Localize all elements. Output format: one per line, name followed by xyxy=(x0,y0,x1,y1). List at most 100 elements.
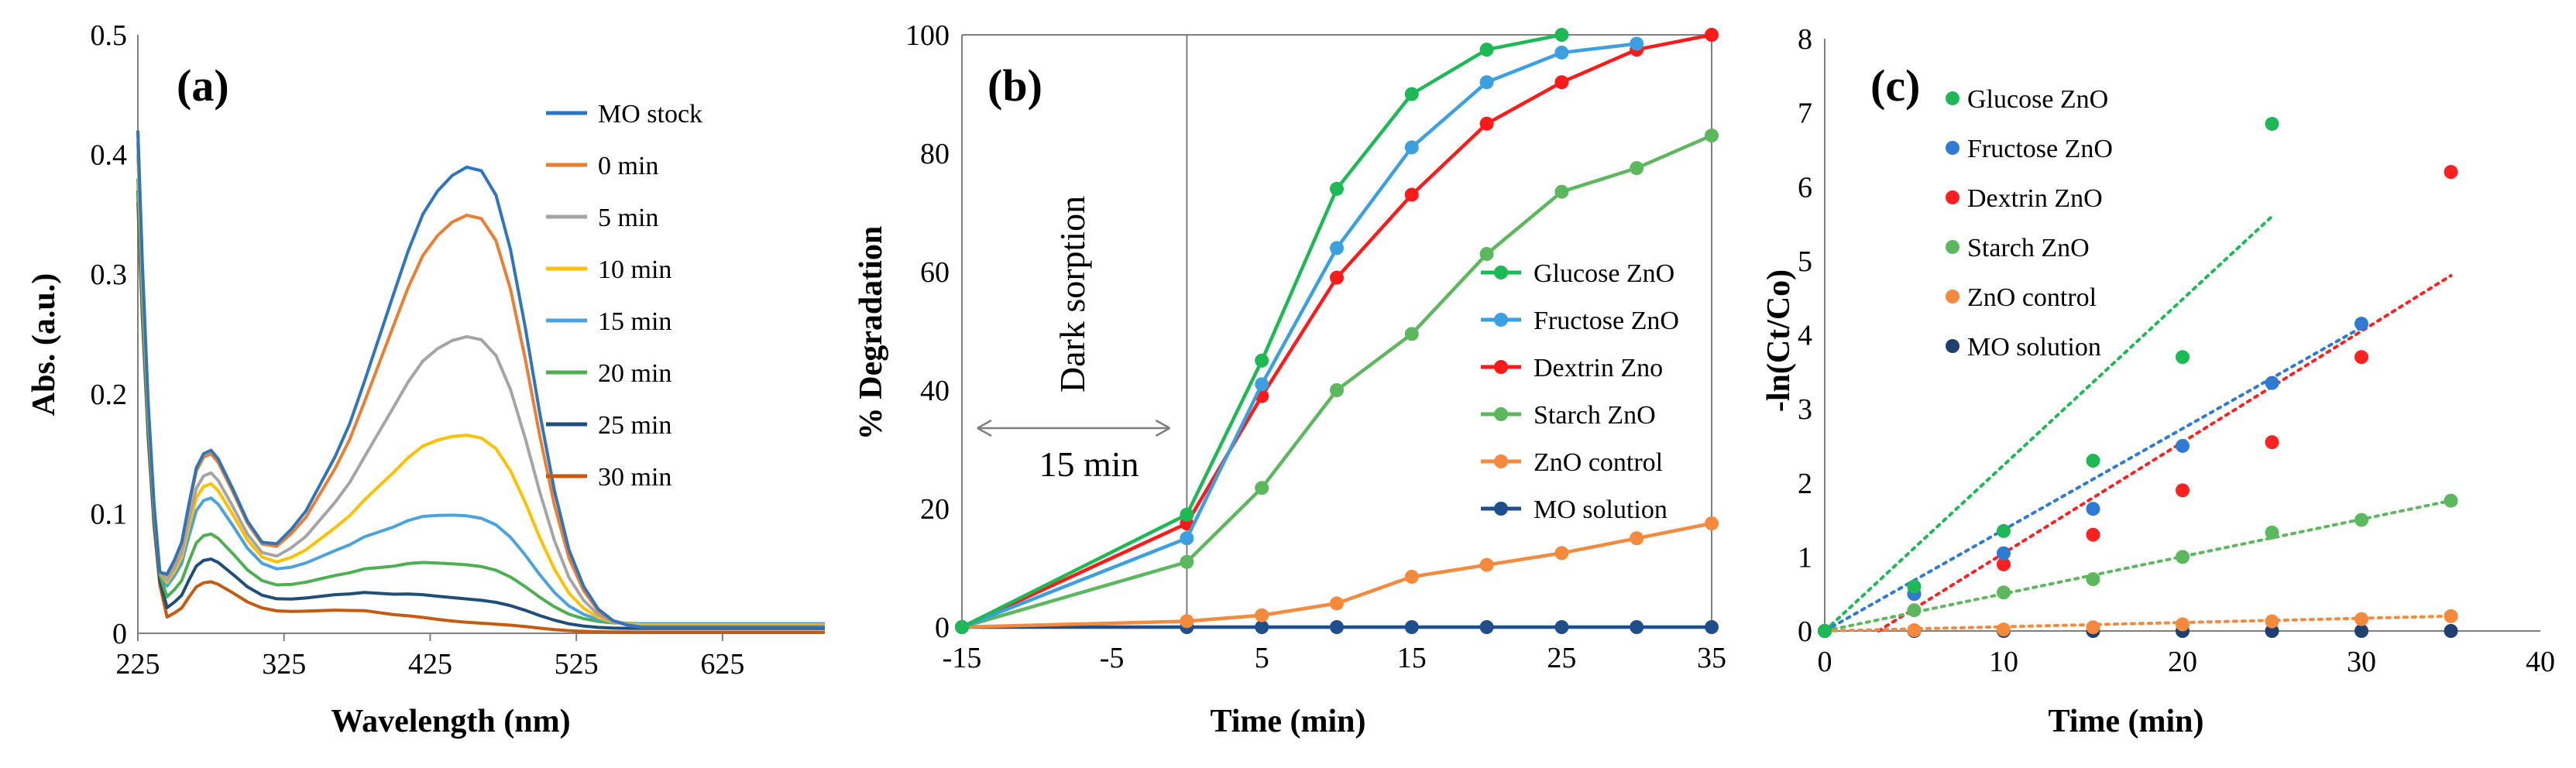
data-point-starch-zno xyxy=(1255,481,1269,495)
series-line-5-min xyxy=(136,142,825,628)
panel-c-x-axis-label: Time (min) xyxy=(2048,704,2203,739)
legend-label: 30 min xyxy=(598,463,671,492)
x-tick-label: 30 xyxy=(2347,646,2376,678)
data-point-mo-solution xyxy=(1705,620,1719,634)
data-point-glucose-zno xyxy=(1818,624,1832,638)
x-tick-label: -15 xyxy=(943,642,982,674)
x-tick-label: -5 xyxy=(1100,642,1125,674)
data-point-glucose-zno xyxy=(1180,507,1194,522)
y-tick-label: 100 xyxy=(905,19,950,52)
series-line-fructose-zno xyxy=(961,42,1637,629)
panel-a: (a) Abs. (a.u.) Wavelength (nm) 0 0.1 0.2 0… xyxy=(26,19,825,739)
data-point-glucose-zno xyxy=(1554,28,1569,42)
legend-label: MO solution xyxy=(1967,333,2101,362)
y-tick-label: 1 xyxy=(1798,541,1812,574)
data-point-starch-zno xyxy=(1705,129,1719,143)
data-point-fructose-zno xyxy=(1180,531,1194,546)
series-line-20-min xyxy=(136,178,825,626)
data-point-starch-zno xyxy=(1997,585,2011,600)
panel-b-y-axis-label: % Degradation xyxy=(854,226,889,441)
legend-marker xyxy=(1946,91,1959,105)
x-tick-label: 35 xyxy=(1697,642,1726,674)
data-point-starch-zno xyxy=(2444,493,2458,508)
data-point-zno-control xyxy=(1705,516,1719,531)
series-line-0-min xyxy=(136,130,825,629)
data-point-starch-zno xyxy=(1479,247,1494,262)
legend-label: ZnO control xyxy=(1534,448,1663,477)
data-point-starch-zno xyxy=(1907,603,1922,618)
y-tick-label: 0 xyxy=(935,612,950,644)
series-line-10-min xyxy=(136,154,825,627)
series-line-15-min xyxy=(136,154,825,626)
data-point-fructose-zno xyxy=(1630,36,1644,51)
y-tick-label: 0.2 xyxy=(91,379,128,411)
data-point-zno-control xyxy=(1180,614,1194,629)
legend-label: MO stock xyxy=(598,100,702,129)
data-point-dextrin-zno xyxy=(1404,187,1419,202)
data-point-glucose-zno xyxy=(2265,116,2279,131)
legend-label: 5 min xyxy=(598,204,658,232)
series-line-mo-stock xyxy=(136,130,825,629)
y-tick-label: 0.5 xyxy=(91,19,128,52)
legend-label: 15 min xyxy=(598,307,671,336)
data-point-fructose-zno xyxy=(1330,241,1344,255)
y-tick-label: 0.1 xyxy=(91,498,128,530)
legend-label: Glucose ZnO xyxy=(1534,259,1674,288)
data-point-glucose-zno xyxy=(1404,87,1419,101)
data-point-starch-zno xyxy=(2265,525,2279,540)
trendline-zno-control xyxy=(1823,614,2453,633)
legend-label: 0 min xyxy=(598,152,658,180)
data-point-fructose-zno xyxy=(1997,546,2011,561)
x-tick-label: 20 xyxy=(2168,646,2197,678)
panel-a-y-axis-label: Abs. (a.u.) xyxy=(26,273,62,416)
panel-b: (b) % Degradation Time (min) Dark sorpti… xyxy=(854,19,1726,739)
data-point-zno-control xyxy=(2086,620,2100,635)
legend-marker xyxy=(1946,339,1959,353)
x-tick-label: 225 xyxy=(116,648,160,681)
panel-c-y-axis-label: -ln(Ct/Co) xyxy=(1761,269,1797,412)
legend-label: Dextrin ZnO xyxy=(1967,184,2103,213)
data-point-dextrin-zno xyxy=(2176,483,2190,498)
data-point-glucose-zno xyxy=(955,620,969,634)
data-point-glucose-zno xyxy=(1907,579,1922,594)
data-point-fructose-zno xyxy=(1479,75,1494,90)
legend-marker xyxy=(1494,266,1508,279)
arrow-head-right xyxy=(1155,419,1171,437)
trendline-starch-zno xyxy=(1823,499,2453,633)
x-tick-label: 425 xyxy=(408,648,452,681)
legend-label: 25 min xyxy=(598,411,671,440)
data-point-starch-zno xyxy=(1630,161,1644,176)
legend-marker xyxy=(1946,141,1959,155)
x-tick-label: 625 xyxy=(700,648,744,681)
data-point-dextrin-zno xyxy=(1479,116,1494,131)
data-point-fructose-zno xyxy=(2086,502,2100,516)
legend-label: MO solution xyxy=(1534,495,1668,524)
trendline-glucose-zno xyxy=(1823,214,2274,633)
legend-marker xyxy=(1946,240,1959,254)
x-tick-label: 15 xyxy=(1397,642,1427,674)
data-point-glucose-zno xyxy=(2086,454,2100,468)
series-line-30-min xyxy=(136,202,825,634)
y-tick-label: 0 xyxy=(1798,615,1812,648)
data-point-mo-solution xyxy=(2444,624,2458,638)
data-point-zno-control xyxy=(2176,617,2190,632)
data-point-zno-control xyxy=(1630,531,1644,546)
x-tick-label: 525 xyxy=(555,648,599,681)
data-point-dextrin-zno xyxy=(1554,75,1569,90)
data-point-mo-solution xyxy=(2354,624,2368,638)
x-tick-label: 25 xyxy=(1547,642,1576,674)
data-point-glucose-zno xyxy=(1330,181,1344,196)
data-point-starch-zno xyxy=(1554,184,1569,199)
y-tick-label: 0.4 xyxy=(91,139,128,172)
data-point-starch-zno xyxy=(2176,550,2190,564)
data-point-fructose-zno xyxy=(1554,45,1569,60)
data-point-fructose-zno xyxy=(1255,377,1269,392)
data-point-dextrin-zno xyxy=(1705,28,1719,42)
data-point-mo-solution xyxy=(1404,620,1419,634)
data-point-mo-solution xyxy=(1630,620,1644,634)
y-tick-label: 8 xyxy=(1798,23,1812,56)
data-point-mo-solution xyxy=(1479,620,1494,634)
data-point-mo-solution xyxy=(1330,620,1344,634)
data-point-zno-control xyxy=(1404,569,1419,584)
y-tick-label: 2 xyxy=(1798,468,1812,500)
